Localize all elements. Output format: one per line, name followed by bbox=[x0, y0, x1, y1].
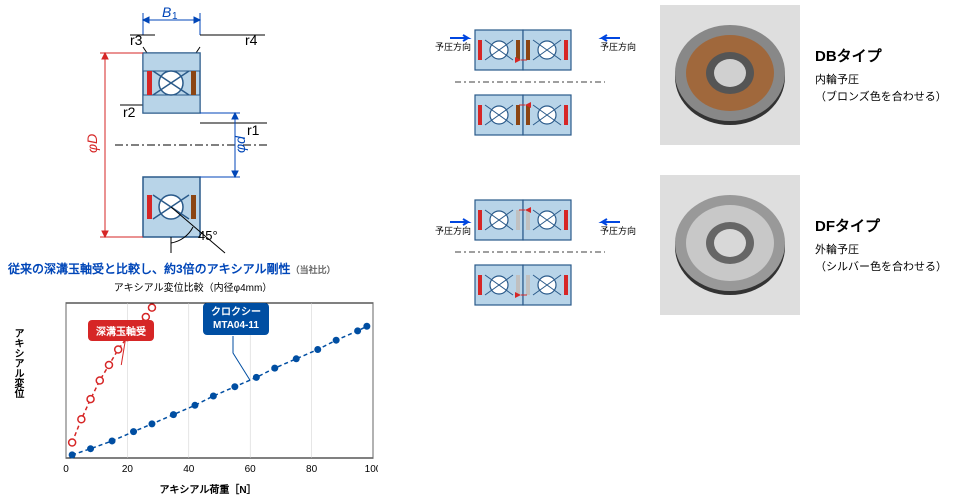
label-r1: r1 bbox=[247, 122, 260, 138]
label-r3: r3 bbox=[130, 32, 143, 48]
df-diagram: 予圧方向 予圧方向 bbox=[425, 170, 645, 320]
legend-kuroxy: クロクシーMTA04-11 bbox=[203, 303, 269, 335]
label-B1: B bbox=[162, 5, 171, 20]
label-angle: 45° bbox=[198, 228, 218, 243]
svg-text:予圧方向: 予圧方向 bbox=[600, 225, 636, 236]
chart-title: 従来の深溝玉軸受と比較し、約3倍のアキシアル剛性（当社比） bbox=[8, 260, 378, 277]
svg-text:0: 0 bbox=[63, 464, 69, 475]
chart-section: 従来の深溝玉軸受と比較し、約3倍のアキシアル剛性（当社比） アキシアル変位比較（… bbox=[8, 260, 378, 495]
svg-text:予圧方向: 予圧方向 bbox=[435, 41, 471, 52]
svg-text:40: 40 bbox=[183, 464, 195, 475]
legend-deep-groove: 深溝玉軸受 bbox=[88, 320, 154, 341]
db-type-row: 予圧方向 予圧方向 DBタイプ 内輪予圧（ブロンズ色を合わせる） bbox=[425, 0, 980, 150]
svg-text:100: 100 bbox=[365, 464, 378, 475]
svg-text:予圧方向: 予圧方向 bbox=[435, 225, 471, 236]
db-type-desc: 内輪予圧（ブロンズ色を合わせる） bbox=[815, 72, 980, 105]
svg-text:20: 20 bbox=[122, 464, 134, 475]
db-diagram: 予圧方向 予圧方向 bbox=[425, 0, 645, 150]
label-phiD: φD bbox=[84, 134, 100, 153]
axial-chart: アキシアル変位 020406080100 アキシアル荷重［N］ 深溝玉軸受 クロ… bbox=[38, 298, 378, 478]
chart-xlabel: アキシアル荷重［N］ bbox=[38, 481, 378, 496]
db-photo bbox=[660, 5, 800, 145]
label-r4: r4 bbox=[245, 32, 258, 48]
technical-drawing: B 1 r3 r4 r2 r1 bbox=[25, 5, 305, 255]
bearing-upper bbox=[143, 53, 200, 113]
svg-text:1: 1 bbox=[172, 11, 178, 22]
svg-text:80: 80 bbox=[306, 464, 318, 475]
chart-ylabel: アキシアル変位 bbox=[10, 328, 25, 398]
chart-subtitle: アキシアル変位比較（内径φ4mm） bbox=[8, 279, 378, 294]
svg-text:60: 60 bbox=[245, 464, 257, 475]
df-photo bbox=[660, 175, 800, 315]
df-type-row: 予圧方向 予圧方向 DFタイプ 外輪予圧（シルバー色を合わせる） bbox=[425, 170, 980, 320]
label-phid: φd bbox=[232, 135, 248, 153]
label-r2: r2 bbox=[123, 104, 136, 120]
db-type-name: DBタイプ bbox=[815, 45, 980, 66]
df-type-name: DFタイプ bbox=[815, 215, 980, 236]
svg-text:予圧方向: 予圧方向 bbox=[600, 41, 636, 52]
df-type-desc: 外輪予圧（シルバー色を合わせる） bbox=[815, 242, 980, 275]
